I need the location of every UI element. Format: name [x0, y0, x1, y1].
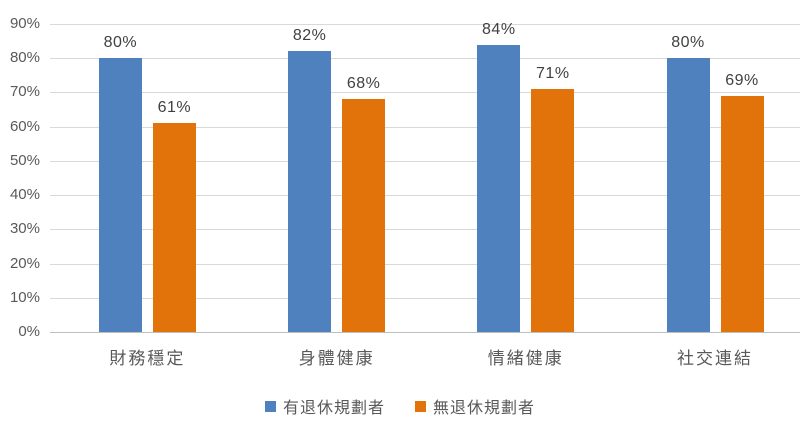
bar-series-2-group-3	[531, 89, 575, 332]
x-axis-category-label: 社交連結	[677, 349, 753, 368]
y-gridline	[50, 92, 800, 94]
y-gridline	[50, 263, 800, 265]
y-axis-tick-label: 30%	[9, 220, 40, 238]
y-axis-tick-label: 80%	[9, 49, 40, 67]
legend-swatch-icon	[415, 400, 426, 412]
y-gridline	[50, 126, 800, 128]
legend-label: 有退休規劃者	[282, 400, 385, 417]
bar-series-1-group-1	[98, 58, 142, 332]
legend-label: 無退休規劃者	[433, 400, 536, 417]
bar-series-1-group-4	[666, 58, 710, 332]
y-axis-tick-label: 60%	[9, 117, 40, 135]
y-axis-tick-label: 70%	[9, 83, 40, 101]
data-label: 61%	[157, 99, 192, 117]
legend-item-2: 無退休規劃者	[415, 394, 535, 418]
bar-series-1-group-3	[477, 44, 521, 332]
y-axis-tick-label: 10%	[9, 288, 40, 306]
bar-series-2-group-4	[720, 95, 764, 332]
x-axis-category-label: 情緒健康	[487, 349, 564, 368]
y-gridline	[50, 229, 800, 231]
data-label: 84%	[482, 20, 516, 38]
bar-series-2-group-1	[152, 123, 196, 332]
y-gridline	[50, 24, 800, 25]
legend: 有退休規劃者 無退休規劃者	[0, 394, 800, 418]
y-axis-tick-label: 20%	[9, 254, 40, 272]
y-axis-tick-label: 0%	[18, 323, 40, 340]
data-label: 80%	[103, 34, 138, 52]
data-label: 82%	[292, 27, 327, 45]
plot-area: 80% 61% 82% 68% 84% 71% 80% 69%	[50, 20, 800, 333]
legend-swatch-icon	[264, 400, 276, 412]
y-gridline	[50, 160, 800, 162]
x-axis: 財務穩定 身體健康 情緒健康 社交連結	[0, 344, 800, 368]
legend-item-1: 有退休規劃者	[264, 394, 385, 418]
x-axis-baseline	[50, 332, 800, 333]
y-gridline	[50, 297, 800, 299]
y-gridline	[50, 58, 800, 60]
y-gridline	[50, 195, 800, 197]
x-axis-category-label: 身體健康	[298, 349, 375, 368]
y-axis-tick-label: 90%	[9, 15, 40, 32]
y-axis-tick-label: 50%	[9, 151, 40, 169]
data-label: 69%	[725, 71, 759, 89]
x-axis-category-label: 財務穩定	[109, 349, 186, 368]
y-axis-tick-label: 40%	[9, 186, 40, 204]
bar-series-2-group-2	[342, 99, 386, 332]
data-label: 71%	[536, 65, 570, 83]
bar-series-1-group-2	[288, 51, 332, 332]
data-label: 68%	[346, 75, 381, 93]
data-label: 80%	[671, 34, 705, 52]
